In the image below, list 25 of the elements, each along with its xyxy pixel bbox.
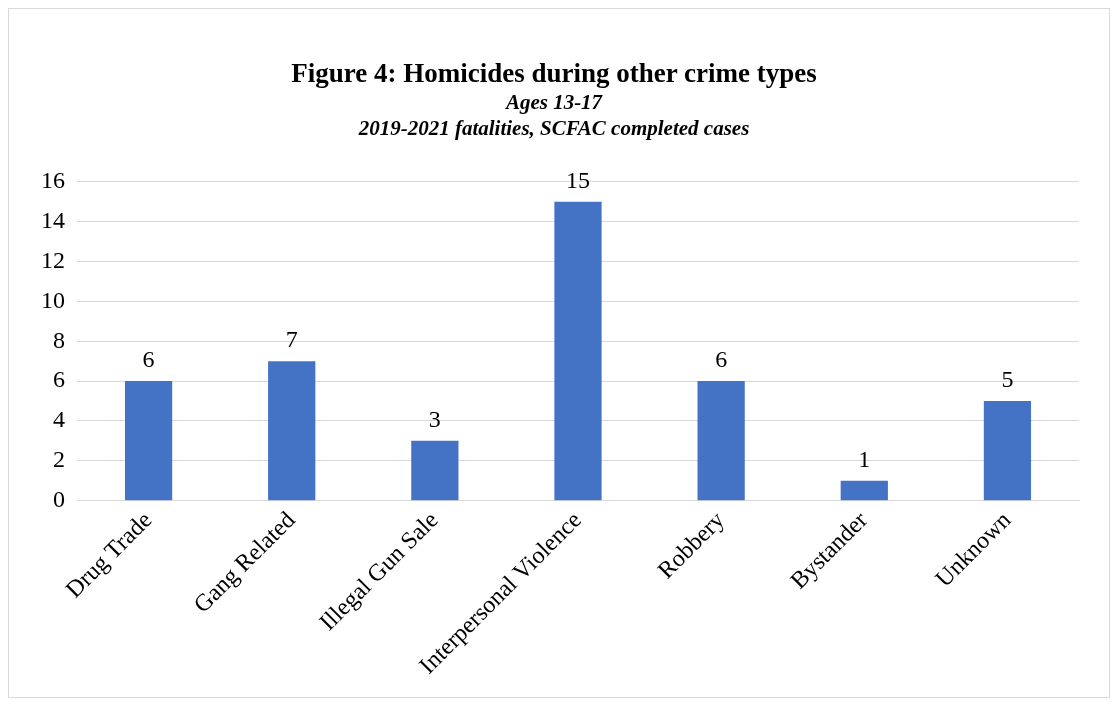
data-label: 6	[142, 346, 155, 373]
chart-subtitle: Ages 13-17 2019-2021 fatalities, SCFAC completed cases	[357, 90, 750, 140]
y-tick-label: 14	[41, 206, 65, 233]
bar	[268, 361, 316, 501]
data-label: 1	[858, 446, 871, 472]
bar	[697, 381, 745, 501]
y-tick-label: 16	[41, 167, 65, 194]
y-tick-label: 8	[53, 326, 65, 353]
bar	[983, 401, 1032, 501]
data-label: 5	[1001, 366, 1014, 393]
y-tick-label: 0	[53, 485, 65, 512]
data-label: 15	[566, 167, 590, 194]
data-label: 7	[285, 326, 298, 353]
y-tick-label: 4	[53, 406, 65, 433]
y-tick-label: 2	[53, 446, 65, 473]
y-tick-label: 6	[53, 366, 65, 393]
data-label: 3	[428, 406, 441, 433]
bar	[124, 381, 173, 501]
chart-title: Figure 4: Homicides during other crime types	[291, 58, 817, 89]
y-tick-label: 12	[41, 246, 65, 273]
bar	[840, 480, 888, 501]
y-tick-label: 10	[41, 286, 65, 313]
bar	[554, 201, 602, 501]
data-label: 6	[715, 346, 728, 373]
bar	[411, 440, 459, 501]
